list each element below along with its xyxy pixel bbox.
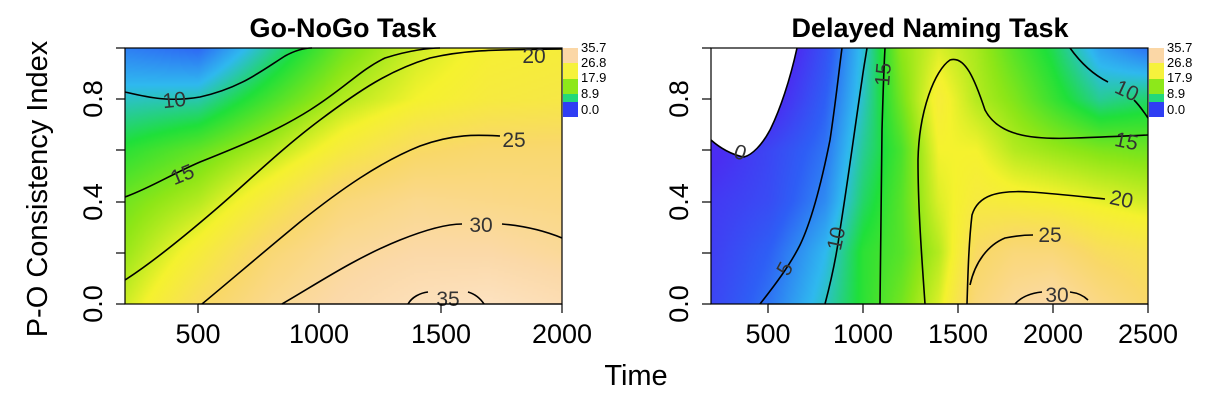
contour-line-30 (281, 223, 463, 305)
y-tick-label: 0.4 (664, 183, 694, 221)
legend-swatch (1149, 63, 1164, 79)
legend-swatch (1149, 102, 1164, 117)
x-tick-label: 1000 (833, 319, 893, 349)
legend-value: 35.7 (581, 40, 606, 55)
legend-swatch (563, 48, 578, 63)
contour-line-15-peak (917, 58, 1149, 305)
x-axis (197, 303, 563, 313)
contour-line-35-right (467, 291, 485, 305)
contour-lines (124, 47, 563, 305)
legend-value: 0.0 (1167, 102, 1185, 117)
legend-swatch (563, 102, 578, 117)
contour-label: 10 (823, 225, 850, 253)
contour-line-30-right (1069, 291, 1089, 301)
legend-value: 8.9 (1167, 86, 1185, 101)
legend-value: 26.8 (1167, 55, 1192, 70)
contour-line-15 (879, 47, 886, 305)
legend-value: 17.9 (1167, 70, 1192, 85)
legend-swatch (563, 79, 578, 94)
y-tick-label: 0.4 (78, 183, 108, 221)
panel-go-nogo: Go-NoGo Task 10 15 20 25 30 35 (78, 13, 606, 349)
x-tick-label: 500 (175, 319, 220, 349)
y-axis-label: P-O Consistency Index (22, 40, 54, 337)
contour-label: 35 (436, 288, 459, 311)
y-tick-label: 0.0 (664, 285, 694, 323)
legend-swatch (563, 63, 578, 79)
contour-label: 10 (162, 88, 188, 113)
panel-delayed-naming: Delayed Naming Task 0 5 10 15 15 20 25 3… (664, 13, 1192, 349)
empty-region (711, 48, 797, 157)
legend-swatch (1149, 48, 1164, 63)
contour-label: 20 (522, 45, 545, 68)
chart-title: Go-NoGo Task (249, 13, 437, 43)
contour-line-35 (407, 291, 429, 305)
contour-label: 15 (871, 62, 896, 87)
contour-label: 15 (1113, 128, 1141, 155)
contour-line-10-right-end (1133, 99, 1149, 119)
contour-line-5 (759, 47, 843, 305)
contour-line-20 (124, 48, 563, 281)
legend-swatch (1149, 94, 1164, 102)
contour-line-10-right (1069, 47, 1109, 83)
y-tick-label: 0.0 (78, 285, 108, 323)
contour-line-30-right (501, 223, 563, 239)
x-tick-label: 500 (745, 319, 790, 349)
y-tick-label: 0.8 (664, 80, 694, 118)
contour-line-25 (201, 134, 501, 305)
legend-swatch (563, 94, 578, 102)
contour-label: 30 (469, 214, 492, 237)
contour-line-10 (124, 47, 313, 101)
contour-label: 25 (1038, 224, 1061, 247)
x-tick-label: 2500 (1118, 319, 1178, 349)
legend-value: 8.9 (581, 86, 599, 101)
legend-value: 26.8 (581, 55, 606, 70)
y-tick-label: 0.8 (78, 80, 108, 118)
contour-label: 25 (502, 129, 525, 152)
contour-line-15 (124, 47, 441, 198)
x-tick-label: 1500 (928, 319, 988, 349)
legend-swatch (1149, 79, 1164, 94)
x-axis (767, 303, 1149, 313)
y-axis (116, 47, 125, 305)
heatmap-image (125, 48, 562, 304)
contour-line-20 (966, 190, 1106, 305)
contour-line-25 (969, 234, 1034, 286)
contour-label: 30 (1045, 284, 1068, 307)
contour-lines (710, 47, 1149, 305)
x-tick-label: 2000 (532, 319, 592, 349)
legend-value: 0.0 (581, 102, 599, 117)
chart-title: Delayed Naming Task (791, 13, 1069, 43)
legend-value: 17.9 (581, 70, 606, 85)
color-legend: 35.7 26.8 17.9 8.9 0.0 (563, 40, 606, 117)
contour-line-30 (1014, 291, 1043, 305)
contour-line-10 (824, 47, 868, 305)
x-tick-label: 1500 (411, 319, 471, 349)
color-legend: 35.7 26.8 17.9 8.9 0.0 (1149, 40, 1192, 117)
x-tick-label: 1000 (289, 319, 349, 349)
x-axis-label: Time (604, 360, 667, 392)
contour-label: 20 (1108, 186, 1136, 213)
contour-labels: 10 15 20 25 30 35 (162, 45, 546, 311)
y-axis (702, 47, 711, 305)
x-tick-label: 2000 (1023, 319, 1083, 349)
contour-line-0 (710, 47, 798, 158)
legend-value: 35.7 (1167, 40, 1192, 55)
